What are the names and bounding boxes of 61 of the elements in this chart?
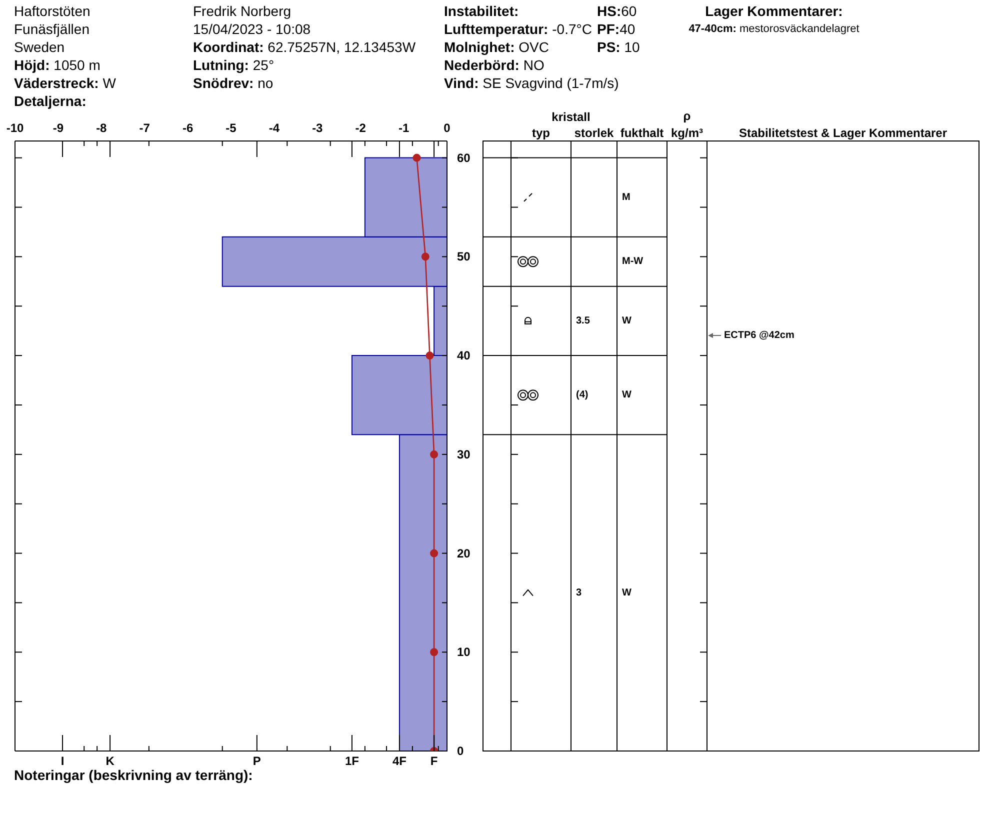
text: M-W: [622, 256, 644, 268]
text: Detaljerna:: [14, 93, 86, 109]
x-tick-label: -1: [398, 121, 410, 135]
text: Molnighet: OVC: [444, 39, 549, 55]
y-tick-label: 0: [457, 744, 464, 758]
text: 15/04/2023 - 10:08: [193, 21, 311, 37]
y-tick-label: 20: [457, 546, 471, 560]
text: Snödrev: no: [193, 75, 274, 91]
text: Väderstreck: W: [14, 75, 116, 91]
text: HS:60: [597, 3, 637, 19]
text: Funäsfjällen: [14, 21, 90, 37]
text: ECTP6 @42cm: [724, 330, 794, 341]
text: Lufttemperatur: -0.7°C: [444, 21, 592, 37]
text: 3: [576, 587, 582, 598]
category-label: typ: [532, 126, 550, 140]
text: 47-40cm: mestorosväckandelagret: [688, 23, 860, 35]
text: P: [252, 754, 261, 768]
text: Haftorstöten: [14, 3, 90, 19]
text: Koordinat: 62.75257N, 12.13453W: [193, 39, 416, 55]
text: Nederbörd: NO: [444, 57, 544, 73]
x-tick-label: -2: [355, 121, 366, 135]
text: Vind: SE Svagvind (1-7m/s): [444, 75, 619, 91]
y-tick-label: 30: [457, 447, 471, 462]
x-tick-label: -5: [226, 121, 237, 135]
text: PF:40: [597, 21, 636, 37]
text: W: [622, 390, 632, 401]
text: 3.5: [576, 315, 590, 326]
text: Höjd: 1050 m: [14, 57, 100, 73]
category-label: Stabilitetstest & Lager Kommentarer: [738, 126, 948, 140]
text: K: [106, 754, 115, 768]
category-label: ρ kg/m³: [670, 109, 704, 140]
text: Sweden: [14, 39, 65, 55]
x-tick-label: -9: [52, 121, 64, 135]
text: Fredrik Norberg: [193, 3, 292, 19]
y-tick-label: 40: [457, 348, 471, 363]
text: (4): [576, 390, 588, 401]
x-tick-label: -10: [6, 121, 24, 135]
text: M: [622, 192, 630, 203]
text: Lager Kommentarer:: [705, 3, 843, 19]
x-tick-label: -4: [268, 121, 280, 135]
text: PS: 10: [597, 39, 640, 55]
category-label: fukthalt: [620, 126, 664, 140]
x-tick-label: -6: [182, 121, 194, 135]
text: Lutning: 25°: [193, 57, 274, 73]
text: I: [60, 754, 64, 768]
y-tick-label: 10: [457, 645, 471, 660]
text: W: [622, 587, 632, 598]
y-tick-label: 50: [457, 250, 471, 264]
category-label: storlek: [574, 126, 614, 140]
x-tick-label: -8: [96, 121, 108, 135]
text: Noteringar (beskrivning av terräng):: [14, 767, 253, 783]
text: Instabilitet:: [444, 3, 519, 19]
x-tick-label: -7: [139, 121, 150, 135]
text: W: [622, 315, 632, 326]
text: 4F: [392, 754, 406, 768]
x-tick-label: -3: [312, 121, 324, 135]
x-tick-label: 0: [444, 121, 451, 135]
text: 1F: [344, 754, 359, 768]
text: kristall: [552, 110, 590, 124]
text: F: [430, 754, 438, 768]
y-tick-label: 60: [457, 150, 471, 165]
